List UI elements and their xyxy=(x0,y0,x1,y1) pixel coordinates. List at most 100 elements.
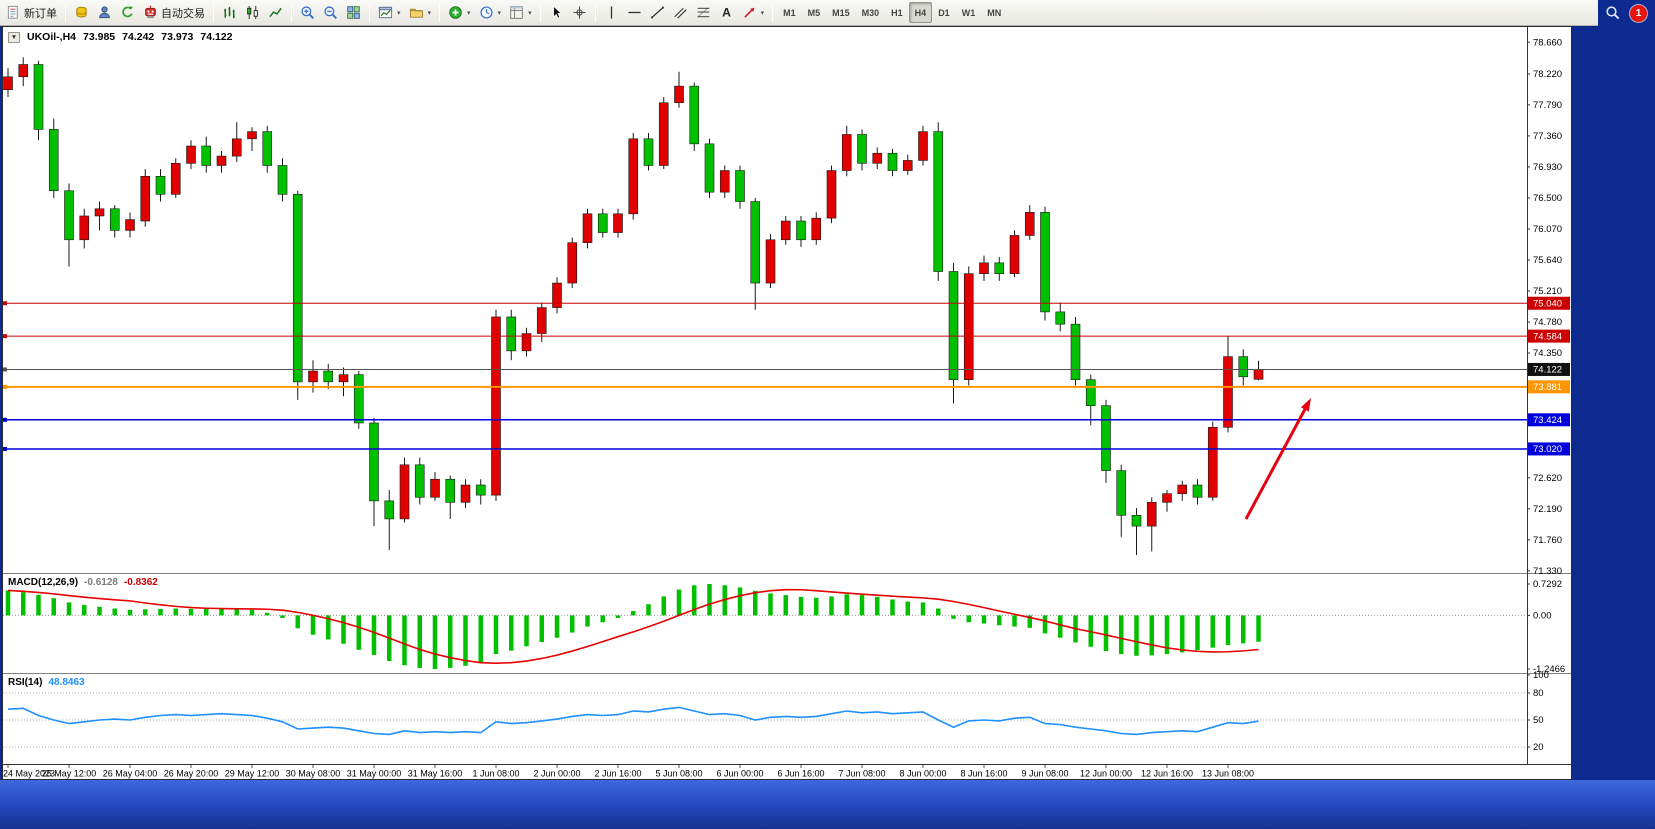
level-line-handle[interactable] xyxy=(3,446,7,451)
candle-body xyxy=(1024,212,1035,236)
templates-icon xyxy=(510,6,523,19)
candle-body xyxy=(735,170,745,202)
pane-separators xyxy=(3,27,1571,765)
new-order-button[interactable]: 新订单 xyxy=(2,2,61,23)
toolbar-divider xyxy=(291,3,292,22)
svg-text:74.780: 74.780 xyxy=(1533,317,1562,328)
rsi-value: 48.8463 xyxy=(48,677,85,688)
candle-body xyxy=(1177,484,1188,494)
text-label-button[interactable]: A xyxy=(715,2,738,23)
tile-windows-button[interactable] xyxy=(342,2,365,23)
tf-h1-button[interactable]: H1 xyxy=(885,2,909,23)
collapse-ohlc-button[interactable]: ▼ xyxy=(8,31,20,43)
candle-body xyxy=(719,170,730,193)
crosshair-button[interactable] xyxy=(568,2,591,23)
arrows-button[interactable]: ▾ xyxy=(738,2,769,23)
level-lines-layer xyxy=(3,301,1527,451)
candle-body xyxy=(811,217,822,241)
accounts-icon xyxy=(76,6,87,18)
periods-button[interactable]: ▾ xyxy=(475,2,506,23)
level-line-handle[interactable] xyxy=(3,367,7,372)
new-order-label: 新订单 xyxy=(24,7,57,20)
svg-text:9 Jun 08:00: 9 Jun 08:00 xyxy=(1021,769,1068,779)
svg-text:76.500: 76.500 xyxy=(1533,193,1562,204)
candle-body xyxy=(1253,369,1264,380)
price-axis: 78.660 78.220 77.790 77.360 76.930 76.500 76.0… xyxy=(1527,37,1570,577)
candle-body xyxy=(1131,514,1142,527)
tf-h4-button[interactable]: H4 xyxy=(908,2,933,23)
svg-text:20: 20 xyxy=(1533,742,1544,753)
zoom-out-icon xyxy=(324,6,337,19)
candle-body xyxy=(674,85,684,104)
level-line-handle[interactable] xyxy=(3,334,7,339)
line-chart-mode-button[interactable] xyxy=(264,2,287,23)
candle-body xyxy=(140,176,151,222)
open-value: 73.985 xyxy=(83,31,116,43)
toolbar-divider xyxy=(539,3,541,22)
indicators-button[interactable]: ▾ xyxy=(444,2,475,23)
profiles-button[interactable]: ▾ xyxy=(405,2,436,23)
fibonacci-button[interactable] xyxy=(692,2,715,23)
candle-body xyxy=(872,152,883,164)
tf-m15-button[interactable]: M15 xyxy=(826,2,856,23)
vertical-line-button[interactable] xyxy=(600,2,623,23)
svg-text:6 Jun 16:00: 6 Jun 16:00 xyxy=(777,769,824,779)
refresh-icon xyxy=(122,6,133,18)
level-line-handle[interactable] xyxy=(3,417,7,422)
tf-m5-button[interactable]: M5 xyxy=(802,2,827,23)
candlestick-mode-button[interactable] xyxy=(241,2,264,23)
refresh-button[interactable] xyxy=(116,2,139,23)
new-chart-button[interactable]: ▾ xyxy=(374,2,405,23)
autotrading-button[interactable]: 自动交易 xyxy=(139,2,209,23)
candle-body xyxy=(1101,405,1111,471)
macd-panel: 0.7292 0.00 -1.2466 xyxy=(3,579,1565,675)
bottom-bar xyxy=(0,780,1655,829)
svg-text:100: 100 xyxy=(1533,670,1549,681)
chart-canvas[interactable]: 78.660 78.220 77.790 77.360 76.930 76.500 76.0… xyxy=(3,27,1571,779)
dropdown-caret-icon: ▾ xyxy=(760,9,765,17)
tf-m15-label: M15 xyxy=(832,7,850,18)
tf-w1-button[interactable]: W1 xyxy=(956,2,982,23)
search-icon[interactable] xyxy=(1605,5,1621,21)
candle-body xyxy=(963,273,974,381)
templates-button[interactable]: ▾ xyxy=(505,2,536,23)
svg-text:80: 80 xyxy=(1533,688,1544,699)
horizontal-line-icon xyxy=(627,11,641,14)
candle-body xyxy=(201,145,212,166)
level-line-handle[interactable] xyxy=(3,384,7,389)
tf-d1-button[interactable]: D1 xyxy=(932,2,956,23)
svg-text:29 May 12:00: 29 May 12:00 xyxy=(225,769,280,779)
candle-body xyxy=(48,129,59,192)
cursor-button[interactable] xyxy=(545,2,568,23)
tf-d1-label: D1 xyxy=(938,7,950,18)
trend-arrow-annotation[interactable] xyxy=(1244,398,1311,520)
periods-icon xyxy=(479,6,493,19)
svg-text:76.070: 76.070 xyxy=(1533,224,1562,235)
accounts-button[interactable] xyxy=(70,2,93,23)
svg-text:12 Jun 16:00: 12 Jun 16:00 xyxy=(1141,769,1193,779)
zoom-out-button[interactable] xyxy=(319,2,342,23)
svg-text:2 Jun 16:00: 2 Jun 16:00 xyxy=(594,769,641,779)
bar-chart-mode-button[interactable] xyxy=(218,2,241,23)
candle-body xyxy=(567,242,578,284)
tf-m1-button[interactable]: M1 xyxy=(777,2,802,23)
equidistant-channel-button[interactable] xyxy=(669,2,692,23)
svg-text:-1.2466: -1.2466 xyxy=(1533,664,1565,675)
tf-h1-label: H1 xyxy=(891,7,903,18)
profile-icon xyxy=(99,6,110,19)
level-line-handle[interactable] xyxy=(3,301,7,306)
notification-badge[interactable]: 1 xyxy=(1630,4,1647,22)
svg-text:2 Jun 00:00: 2 Jun 00:00 xyxy=(533,769,580,779)
candle-body xyxy=(1146,502,1157,527)
tf-m30-button[interactable]: M30 xyxy=(856,2,886,23)
tf-mn-button[interactable]: MN xyxy=(981,2,1007,23)
candle-body xyxy=(491,316,501,496)
candle-body xyxy=(1223,356,1233,428)
market-watch-button[interactable] xyxy=(93,2,116,23)
candle-body xyxy=(918,131,928,161)
zoom-in-button[interactable] xyxy=(296,2,319,23)
horizontal-line-button[interactable] xyxy=(623,2,646,23)
trendline-button[interactable] xyxy=(646,2,669,23)
svg-text:78.660: 78.660 xyxy=(1533,37,1562,48)
candle-body xyxy=(18,64,29,78)
